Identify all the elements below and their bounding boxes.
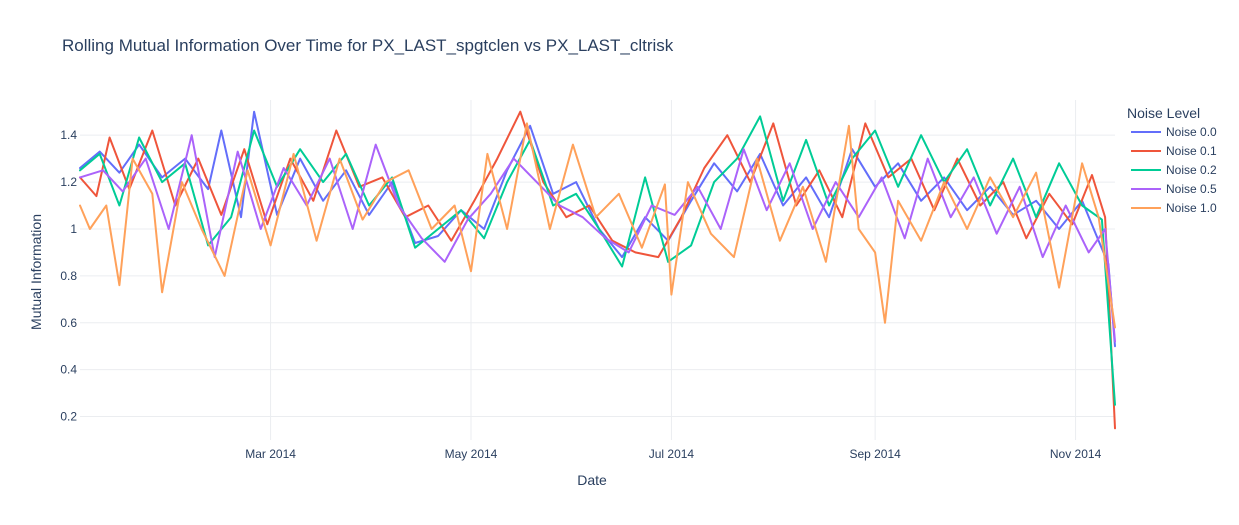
- y-tick-label: 1.4: [60, 128, 77, 142]
- legend-item[interactable]: Noise 0.0: [1131, 125, 1217, 139]
- legend-item[interactable]: Noise 0.2: [1131, 163, 1217, 177]
- legend-title: Noise Level: [1127, 105, 1200, 121]
- series-line-4: [79, 122, 1116, 329]
- x-tick-label: Sep 2014: [849, 447, 901, 461]
- legend-label: Noise 1.0: [1166, 201, 1217, 215]
- legend-label: Noise 0.2: [1166, 163, 1217, 177]
- series-line-2: [79, 115, 1116, 406]
- grid: [80, 100, 1115, 440]
- legend-label: Noise 0.1: [1166, 144, 1217, 158]
- legend-label: Noise 0.0: [1166, 125, 1217, 139]
- x-tick-label: May 2014: [445, 447, 498, 461]
- y-axis-title: Mutual Information: [28, 214, 44, 330]
- y-tick-label: 0.8: [60, 269, 77, 283]
- chart-title: Rolling Mutual Information Over Time for…: [62, 36, 674, 55]
- y-tick-label: 1.2: [60, 175, 77, 189]
- legend-item[interactable]: Noise 0.5: [1131, 182, 1217, 196]
- x-axis: Mar 2014 May 2014 Jul 2014 Sep 2014 Nov 2014: [245, 447, 1101, 461]
- legend-item[interactable]: Noise 1.0: [1131, 201, 1217, 215]
- x-tick-label: Nov 2014: [1050, 447, 1102, 461]
- series-line-3: [79, 134, 1116, 343]
- legend-item[interactable]: Noise 0.1: [1131, 144, 1217, 158]
- x-tick-label: Mar 2014: [245, 447, 296, 461]
- x-tick-label: Jul 2014: [649, 447, 695, 461]
- series-group: [79, 110, 1116, 430]
- legend-label: Noise 0.5: [1166, 182, 1217, 196]
- y-axis: 0.2 0.4 0.6 0.8 1 1.2 1.4: [60, 128, 77, 423]
- legend[interactable]: Noise Level Noise 0.0 Noise 0.1 Noise 0.2 N…: [1127, 105, 1217, 215]
- y-tick-label: 0.2: [60, 410, 77, 424]
- y-tick-label: 1: [70, 222, 77, 236]
- x-axis-title: Date: [577, 472, 607, 488]
- y-tick-label: 0.4: [60, 363, 77, 377]
- y-tick-label: 0.6: [60, 316, 77, 330]
